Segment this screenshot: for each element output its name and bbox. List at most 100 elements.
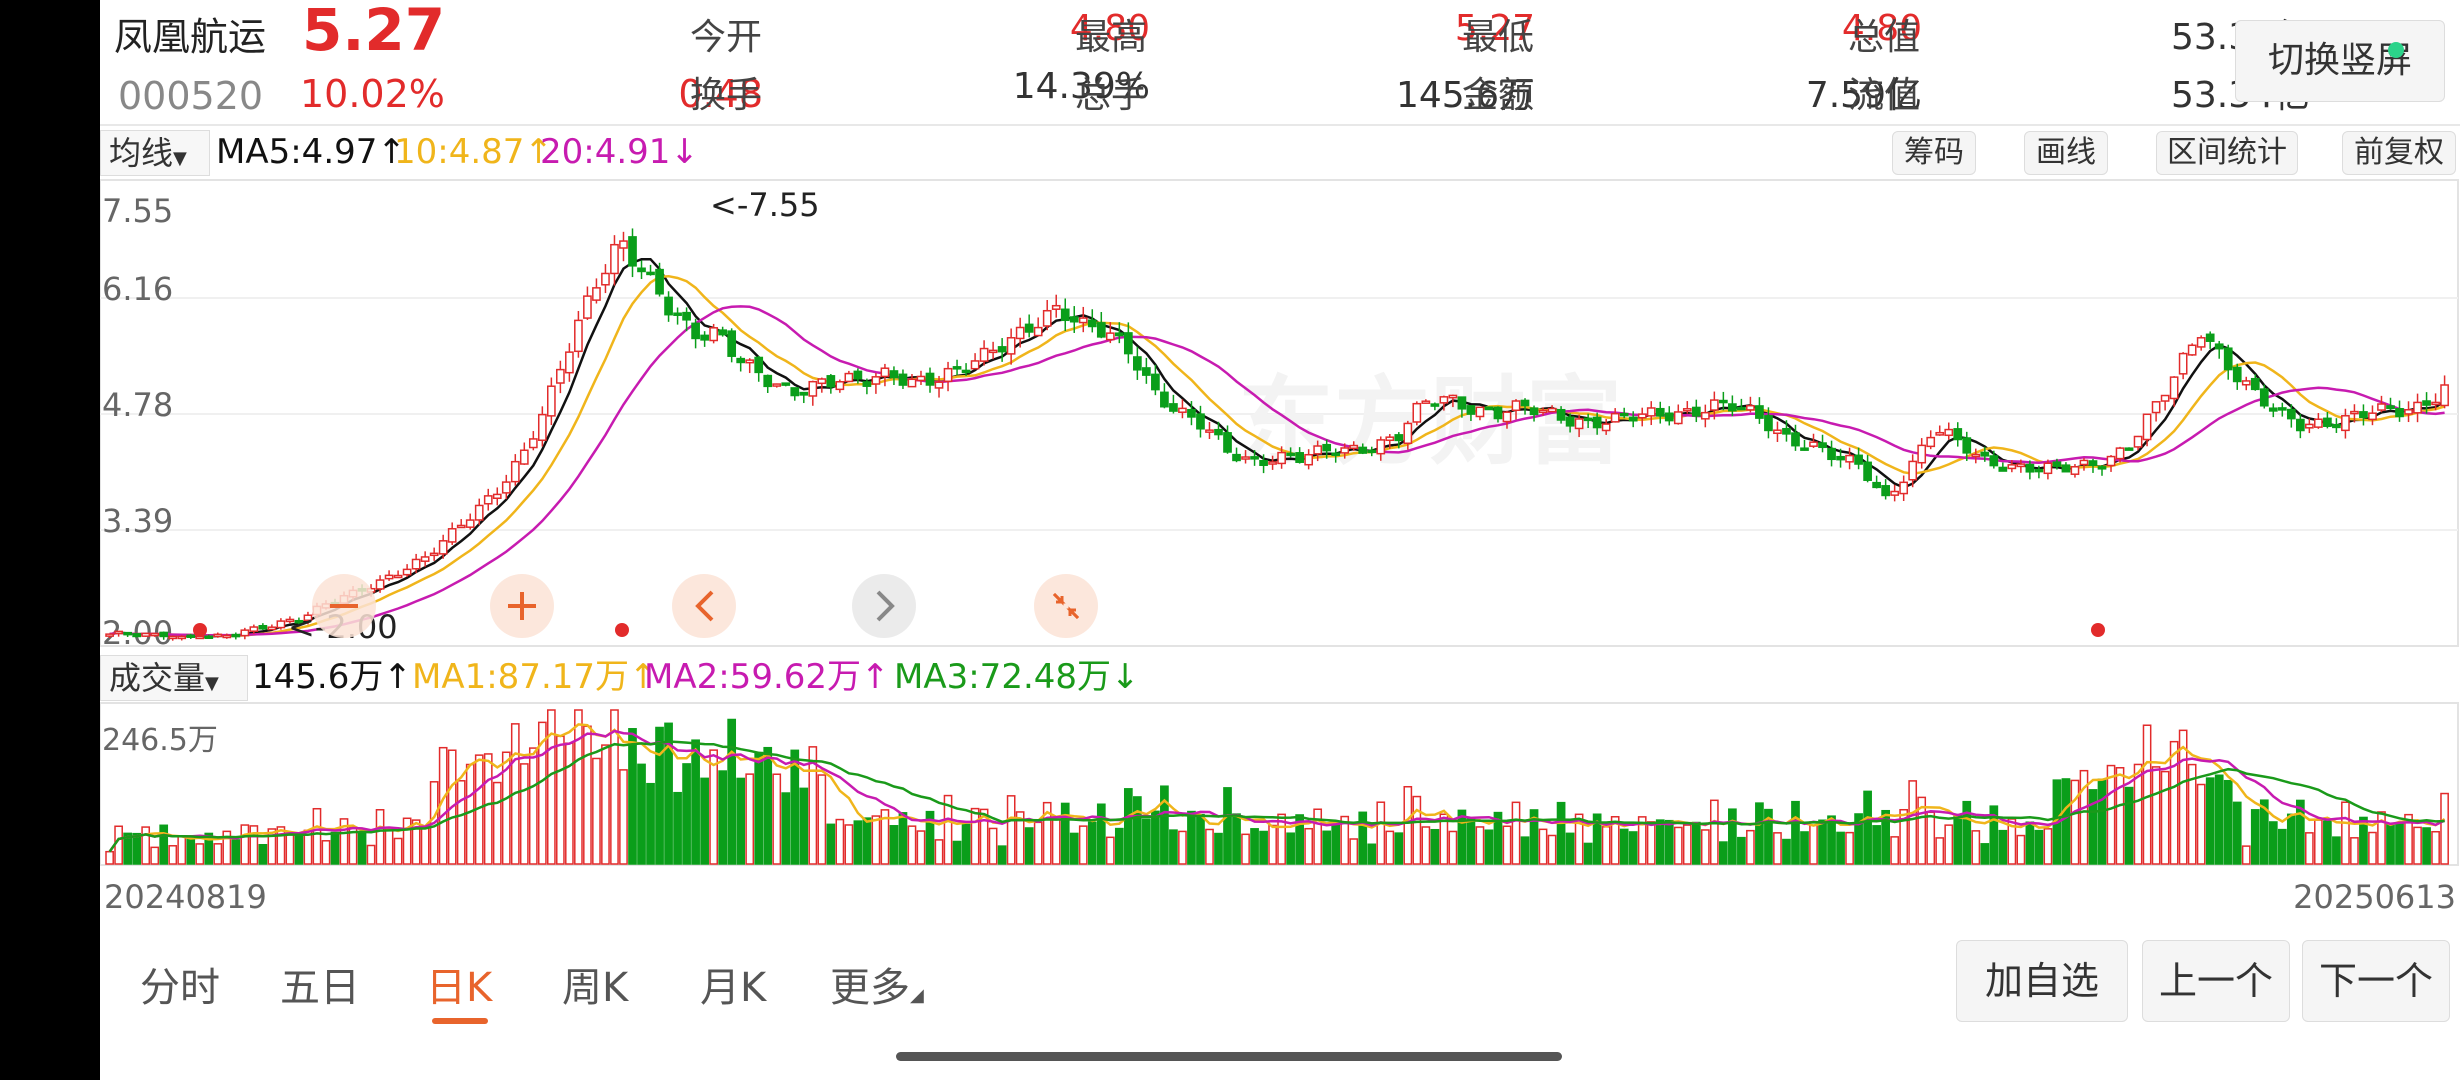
volume-bar xyxy=(1637,816,1647,865)
volume-bar xyxy=(2413,826,2422,865)
volume-bar xyxy=(330,831,340,865)
volume-bar xyxy=(1105,836,1115,865)
volume-bar xyxy=(1114,827,1124,865)
price-tick-label: 3.39 xyxy=(102,502,173,540)
volume-bar xyxy=(736,777,746,865)
add-watchlist-button[interactable]: 加自选 xyxy=(1956,940,2128,1022)
volume-bar xyxy=(664,722,673,865)
tab-monthly-k[interactable]: 月K xyxy=(700,965,767,1011)
volume-bar xyxy=(1764,808,1773,865)
candle xyxy=(772,383,782,387)
candle xyxy=(1989,455,1999,467)
candle xyxy=(1646,407,1656,417)
volume-bar xyxy=(240,824,250,865)
candle xyxy=(1818,442,1827,449)
candle xyxy=(150,632,160,637)
volume-bar xyxy=(1601,826,1611,865)
candle xyxy=(1863,461,1872,481)
volume-bar xyxy=(2034,829,2044,865)
candle xyxy=(2178,352,2188,375)
tab-more-label: 更多 xyxy=(830,965,910,1011)
volume-indicator-selector[interactable]: 成交量▼ xyxy=(100,655,248,701)
volume-bar xyxy=(1123,788,1133,865)
candle xyxy=(1114,332,1124,337)
candle xyxy=(1700,411,1710,420)
candle xyxy=(1872,481,1881,489)
candle xyxy=(1601,423,1611,432)
candle xyxy=(1051,304,1061,310)
pan-left-button[interactable] xyxy=(672,574,736,638)
home-indicator xyxy=(896,1052,1562,1061)
high-annotation: <-7.55 xyxy=(710,186,820,224)
volume-bar xyxy=(745,773,755,865)
tab-five-day[interactable]: 五日 xyxy=(280,965,360,1011)
volume-bar xyxy=(465,763,475,865)
forward-adjust-button[interactable]: 前复权 xyxy=(2342,131,2456,175)
indicator-selector[interactable]: 均线▼ xyxy=(100,130,210,176)
volume-bar xyxy=(402,817,412,865)
candle xyxy=(655,268,664,295)
candle xyxy=(1033,326,1043,337)
volume-bar xyxy=(925,810,935,865)
candle xyxy=(1060,308,1070,322)
volume-bar xyxy=(123,832,132,865)
previous-stock-button[interactable]: 上一个 xyxy=(2142,940,2290,1022)
candle xyxy=(1493,406,1503,420)
volume-bar xyxy=(682,763,691,865)
volume-bar xyxy=(970,807,980,865)
zoom-in-button[interactable] xyxy=(490,574,554,638)
candle xyxy=(2277,407,2287,411)
kline-chart[interactable]: 东方财富 7.55 6.16 4.78 3.39 2.00 <-7.55 <-2… xyxy=(100,0,2460,1080)
tab-more[interactable]: 更多◢ xyxy=(830,955,924,1013)
candle xyxy=(1664,412,1674,422)
candle xyxy=(1953,428,1963,441)
price-tick-label: 6.16 xyxy=(102,270,173,308)
candle xyxy=(826,375,836,388)
candle xyxy=(1556,408,1566,421)
open-value: 4.80 xyxy=(1069,8,1150,49)
event-dot xyxy=(615,623,629,637)
tab-weekly-k[interactable]: 周K xyxy=(562,965,629,1011)
volume-bar xyxy=(2025,821,2035,865)
candle xyxy=(1268,461,1277,465)
volume-bar xyxy=(2314,819,2323,865)
volume-bar xyxy=(2223,779,2233,865)
tab-intraday[interactable]: 分时 xyxy=(140,965,220,1011)
switch-portrait-button[interactable]: 切换竖屏 xyxy=(2235,20,2445,102)
ma-lines xyxy=(109,257,2446,638)
volume-bar xyxy=(1791,800,1800,865)
volume-bar xyxy=(799,787,809,865)
volume-bar xyxy=(1709,799,1719,865)
volume-bar xyxy=(1412,795,1422,865)
volume-bar xyxy=(2106,764,2116,865)
reset-zoom-button[interactable] xyxy=(1034,574,1098,638)
draw-line-button[interactable]: 画线 xyxy=(2024,131,2108,175)
volume-bar xyxy=(565,742,574,865)
volume-bar xyxy=(2341,801,2350,865)
volume-panel-frame xyxy=(100,702,2459,866)
volume-bar xyxy=(1926,811,1936,865)
pan-right-button[interactable] xyxy=(852,574,916,638)
tab-daily-k[interactable]: 日K xyxy=(426,965,493,1011)
chips-button[interactable]: 筹码 xyxy=(1892,131,1976,175)
next-stock-button[interactable]: 下一个 xyxy=(2302,940,2450,1022)
volume-bar xyxy=(1502,825,1512,865)
volume-bar xyxy=(1728,808,1737,865)
volume-bar xyxy=(2169,740,2179,865)
volume-bar xyxy=(195,843,205,865)
volume-bar xyxy=(1493,811,1503,865)
candle xyxy=(465,519,475,528)
volume-bar xyxy=(646,782,655,865)
volume-bar xyxy=(1187,810,1196,865)
candle xyxy=(1962,437,1972,454)
volume-bar xyxy=(2368,831,2377,865)
range-stats-button[interactable]: 区间统计 xyxy=(2156,131,2298,175)
candle xyxy=(997,346,1007,353)
zoom-out-button[interactable] xyxy=(312,574,376,638)
volume-bar xyxy=(2259,799,2269,865)
volume-bar xyxy=(1646,821,1656,865)
volume-bar xyxy=(204,832,214,865)
volume-bar xyxy=(258,843,268,865)
volume-bar xyxy=(1006,795,1016,865)
app-screen: 凤凰航运 5.27 000520 10.02% 0.48 今开 4.80 最高 … xyxy=(100,0,2460,1080)
